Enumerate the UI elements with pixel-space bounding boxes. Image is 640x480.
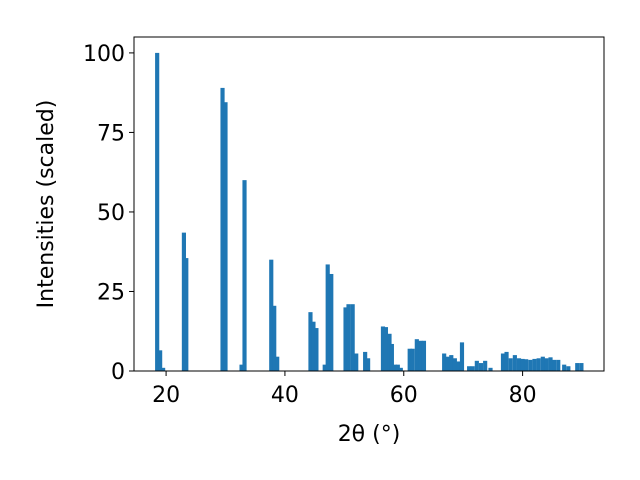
bar — [488, 367, 493, 371]
bar — [329, 273, 334, 371]
bar — [452, 358, 457, 371]
bar — [418, 340, 423, 371]
bar — [504, 351, 509, 371]
bar — [520, 358, 525, 371]
bar — [354, 353, 359, 371]
bar — [395, 364, 400, 371]
bar — [459, 342, 465, 371]
bar — [392, 364, 397, 371]
bar — [556, 359, 561, 371]
bar — [442, 353, 447, 371]
bar — [467, 366, 472, 371]
bar — [220, 87, 225, 372]
bar — [239, 364, 244, 371]
bar — [528, 359, 533, 371]
bar — [512, 355, 517, 371]
bar — [343, 307, 348, 371]
bar — [223, 102, 228, 372]
bar — [445, 356, 450, 371]
bar — [407, 348, 412, 371]
bar — [389, 343, 394, 371]
bar — [566, 366, 571, 371]
y-tick-label: 0 — [111, 360, 125, 385]
bar — [184, 258, 189, 371]
y-tick-label: 25 — [97, 280, 125, 305]
bar — [544, 358, 549, 371]
x-tick-label: 20 — [152, 383, 180, 408]
y-tick-label: 100 — [83, 42, 125, 67]
x-tick-label: 40 — [271, 383, 299, 408]
bar — [181, 232, 186, 371]
bar — [311, 321, 316, 371]
bar — [524, 359, 529, 371]
bar — [562, 364, 567, 371]
y-tick-label: 50 — [97, 201, 125, 226]
bar — [325, 264, 330, 371]
bar — [470, 366, 475, 371]
y-tick-label: 75 — [97, 121, 125, 146]
bar — [272, 305, 277, 371]
bar — [322, 364, 327, 371]
bar — [380, 326, 386, 371]
ticks-group: 20 40 60 80 0 25 50 75 100 — [83, 42, 537, 408]
bar — [383, 327, 389, 371]
x-tick-label: 80 — [509, 383, 537, 408]
bar — [158, 350, 163, 371]
x-axis-label: 2θ (°) — [338, 422, 401, 447]
bar — [410, 348, 415, 371]
bar — [242, 180, 247, 371]
bar — [269, 259, 274, 371]
bar — [314, 328, 319, 371]
bar — [346, 304, 351, 371]
bar — [398, 367, 403, 371]
bar — [483, 360, 488, 371]
bar — [421, 340, 427, 371]
x-tick-label: 60 — [390, 383, 418, 408]
bar — [366, 358, 371, 371]
bar — [579, 363, 584, 371]
bar — [449, 355, 454, 371]
bar — [516, 358, 522, 371]
bar — [508, 358, 513, 371]
bar — [532, 358, 537, 371]
bar — [275, 356, 280, 371]
bar — [350, 304, 355, 371]
bar — [474, 360, 479, 371]
bar — [478, 363, 484, 371]
bar — [414, 339, 419, 371]
bar — [155, 52, 160, 372]
bars-group — [155, 52, 584, 372]
bar — [456, 361, 461, 371]
bar — [161, 367, 166, 371]
bar — [308, 312, 313, 371]
bar — [500, 353, 506, 371]
bar — [363, 351, 368, 371]
bar — [575, 363, 580, 371]
y-axis-label: Intensities (scaled) — [34, 100, 59, 309]
bar — [540, 356, 545, 371]
bar — [387, 333, 392, 371]
bar — [548, 357, 553, 371]
plot-frame — [133, 36, 605, 372]
bar — [536, 358, 541, 371]
bar — [552, 359, 557, 371]
